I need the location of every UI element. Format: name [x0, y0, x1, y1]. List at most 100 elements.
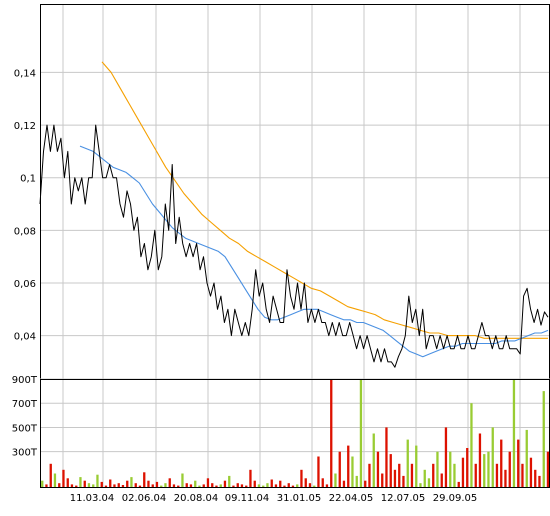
volume-bar	[236, 483, 239, 488]
volume-bar	[53, 473, 57, 488]
volume-bar	[126, 480, 129, 488]
volume-bar	[41, 480, 44, 488]
volume-bar	[223, 480, 227, 488]
volume-bar	[321, 478, 324, 488]
volume-bar	[406, 439, 409, 488]
plot-area	[40, 4, 550, 383]
volume-bar	[66, 478, 69, 488]
volume-bar	[117, 483, 120, 488]
volume-bar	[287, 483, 290, 488]
volume-bar	[215, 485, 218, 488]
volume-bar	[410, 463, 414, 488]
volume-bar	[330, 379, 333, 488]
volume-bar	[181, 473, 184, 488]
volume-bar	[466, 448, 469, 488]
volume-bar	[232, 485, 235, 488]
volume-bar	[75, 485, 78, 488]
volume-bar	[189, 484, 193, 488]
y-tick-label: 0,1	[20, 174, 36, 185]
volume-x-tick-label: 12.07.05	[381, 493, 426, 504]
volume-bar	[134, 483, 137, 488]
y-tick-label: 0,06	[14, 279, 36, 290]
volume-bar	[364, 480, 367, 488]
volume-bar	[440, 473, 443, 488]
volume-bar	[279, 480, 282, 488]
y-tick-label: 0,14	[14, 68, 36, 79]
volume-bar	[393, 469, 397, 488]
volume-bar	[500, 439, 503, 488]
volume-x-tick-label: 11.03.04	[70, 493, 115, 504]
volume-bar	[546, 451, 550, 488]
volume-bar	[296, 484, 299, 488]
volume-bar	[58, 483, 61, 488]
volume-bar	[525, 429, 528, 488]
volume-bar	[470, 403, 473, 488]
y-tick-label: 0,04	[14, 332, 36, 343]
volume-x-tick-label: 20.08.04	[174, 493, 219, 504]
volume-x-tick-label: 02.06.04	[122, 493, 167, 504]
volume-bar	[266, 483, 269, 488]
volume-bar	[147, 480, 150, 488]
volume-x-tick-label: 29.09.05	[433, 493, 478, 504]
volume-bar	[359, 379, 363, 488]
volume-bar	[198, 485, 201, 488]
volume-bar	[49, 463, 52, 488]
volume-bar	[398, 463, 401, 488]
volume-bar	[517, 439, 520, 488]
volume-bar	[376, 451, 380, 488]
volume-bar	[402, 475, 405, 488]
volume-bar	[274, 484, 278, 488]
volume-bar	[444, 427, 448, 488]
volume-bar	[143, 472, 146, 488]
volume-bar	[151, 484, 154, 488]
volume-bar	[325, 484, 329, 488]
volume-panel: 900T 700T 500T 300T 11.03.04 02.06.04 20.08.04…	[12, 375, 550, 504]
volume-bar	[245, 485, 248, 488]
volume-bar	[427, 478, 431, 488]
volume-bar	[478, 433, 482, 488]
y-tick-label: 0,12	[14, 121, 36, 132]
volume-bar	[92, 484, 95, 488]
volume-x-tick-label: 22.04.05	[329, 493, 374, 504]
y-tick-label: 0,08	[14, 226, 36, 237]
volume-bar	[211, 483, 214, 488]
volume-bar	[79, 477, 82, 488]
volume-bar	[253, 480, 256, 488]
volume-bar	[534, 469, 537, 488]
volume-bar	[194, 480, 197, 488]
volume-bar	[385, 427, 388, 488]
volume-bar	[308, 483, 312, 488]
volume-bar	[368, 463, 371, 488]
volume-bar	[219, 484, 222, 488]
volume-bar	[168, 478, 171, 488]
volume-bar	[155, 481, 159, 488]
volume-bar	[96, 474, 99, 488]
volume-bar	[262, 485, 265, 488]
volume-bar	[249, 469, 252, 488]
volume-bar	[491, 427, 494, 488]
volume-bar	[347, 445, 350, 488]
volume-bar	[70, 484, 74, 488]
volume-bar	[109, 479, 112, 488]
volume-plot-area	[40, 379, 550, 488]
price-panel: 0,040,060,080,10,120,1411.03.0402.06.042…	[14, 4, 550, 400]
volume-bar	[334, 473, 337, 488]
volume-bar	[130, 477, 133, 488]
long-moving-average-line	[101, 61, 548, 339]
volume-bar	[355, 475, 358, 488]
volume-bar	[449, 451, 452, 488]
volume-x-tick-label: 09.11.04	[225, 493, 270, 504]
volume-bar	[389, 454, 392, 488]
volume-bar	[113, 484, 116, 488]
volume-bar	[521, 463, 524, 488]
volume-bar	[504, 469, 507, 488]
volume-bar	[342, 480, 346, 488]
volume-x-tick-label: 31.01.05	[277, 493, 322, 504]
volume-bar	[313, 485, 316, 488]
volume-bar	[415, 445, 418, 488]
volume-bar	[240, 484, 244, 488]
volume-y-tick-label: 300T	[12, 448, 38, 459]
volume-bar	[304, 478, 307, 488]
volume-bar	[432, 463, 435, 488]
volume-bar	[121, 485, 125, 488]
